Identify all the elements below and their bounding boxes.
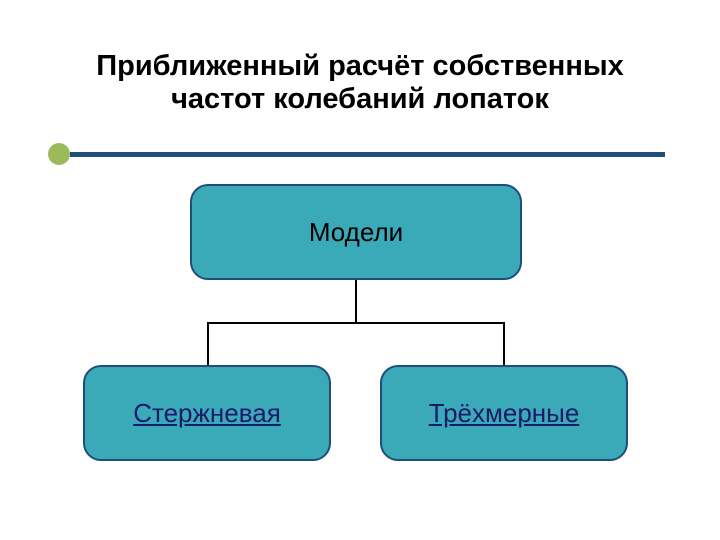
node-right[interactable]: Трёхмерные xyxy=(380,365,628,461)
node-left[interactable]: Стержневая xyxy=(83,365,331,461)
title-underline xyxy=(70,152,665,157)
node-left-label: Стержневая xyxy=(133,398,281,429)
node-right-label: Трёхмерные xyxy=(429,398,580,429)
slide-title: Приближенный расчёт собственных частот к… xyxy=(50,50,670,116)
connector-vertical-right xyxy=(503,322,505,365)
connector-vertical-left xyxy=(207,322,209,365)
title-bullet-icon xyxy=(48,143,70,165)
node-root-label: Модели xyxy=(309,217,403,248)
title-line-2: частот колебаний лопаток xyxy=(171,83,549,115)
connector-horizontal xyxy=(207,322,505,324)
title-line-1: Приближенный расчёт собственных xyxy=(96,50,623,82)
connector-vertical-top xyxy=(355,280,357,322)
node-root: Модели xyxy=(190,184,522,280)
